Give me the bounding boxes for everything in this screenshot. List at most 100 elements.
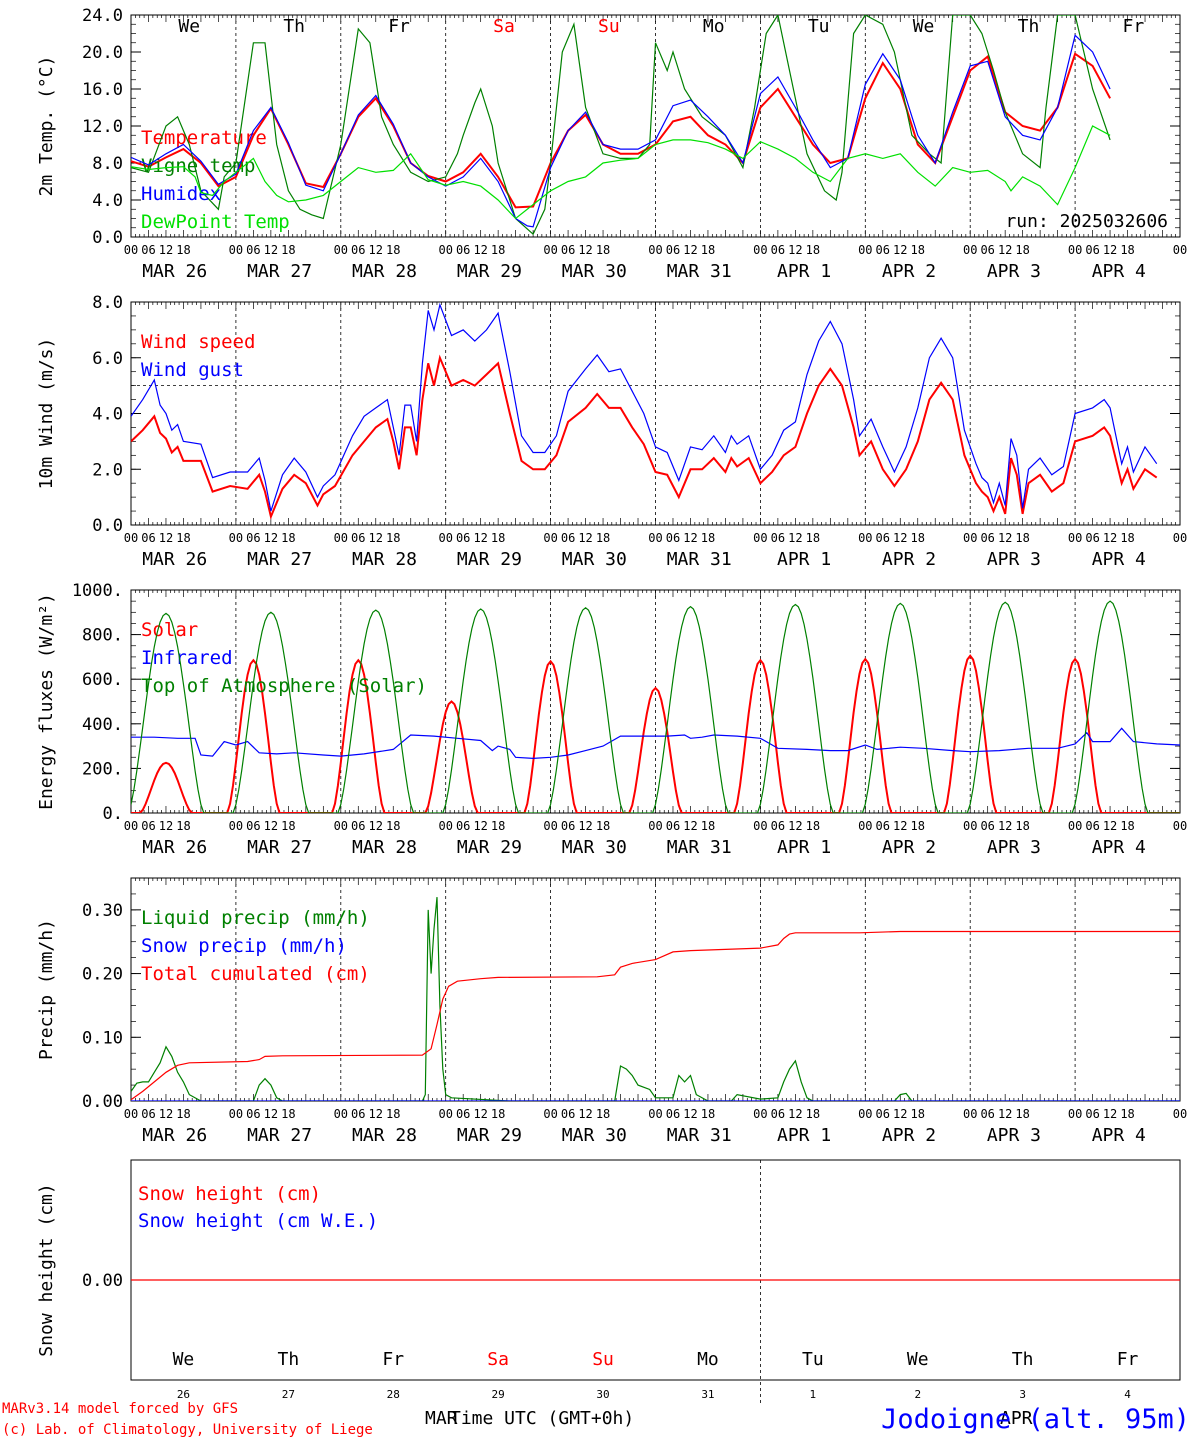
hour-tick-label: 00 xyxy=(543,243,557,257)
footer: MARv3.14 model forced by GFS (c) Lab. of … xyxy=(2,1401,1190,1438)
hour-tick-label: 18 xyxy=(701,243,715,257)
series-line-temperature xyxy=(131,52,1111,209)
date-label: MAR 28 xyxy=(352,261,417,282)
hour-tick-label: 06 xyxy=(666,531,680,545)
hour-tick-label: 12 xyxy=(578,243,592,257)
hour-tick-label: 18 xyxy=(1120,1107,1134,1121)
hour-tick-label: 00 xyxy=(753,531,767,545)
legend-entry: Snow precip (mm/h) xyxy=(141,935,347,957)
hour-tick-label: 12 xyxy=(998,819,1012,833)
date-label: APR 3 xyxy=(987,261,1041,282)
hour-tick-label: 12 xyxy=(578,819,592,833)
hour-tick-label: 18 xyxy=(281,243,295,257)
hour-tick-label: 18 xyxy=(1015,531,1029,545)
day-number-label: 2 xyxy=(914,1388,921,1401)
hour-tick-label: 18 xyxy=(491,243,505,257)
hour-tick-label: 06 xyxy=(876,1107,890,1121)
hour-tick-label: 06 xyxy=(351,819,365,833)
weekday-label: Th xyxy=(283,16,305,37)
hour-tick-label: 06 xyxy=(351,531,365,545)
y-tick-label: 0.20 xyxy=(82,965,123,985)
hour-tick-label: 18 xyxy=(491,819,505,833)
weekday-label: Fr xyxy=(1123,16,1145,37)
hour-tick-label: 12 xyxy=(264,1107,278,1121)
hour-tick-label: 00 xyxy=(1173,243,1187,257)
legend-entry: Snow height (cm W.E.) xyxy=(138,1210,378,1232)
date-label: APR 3 xyxy=(987,549,1041,570)
hour-tick-label: 18 xyxy=(1015,243,1029,257)
hour-tick-label: 06 xyxy=(1085,243,1099,257)
hour-tick-label: 06 xyxy=(666,243,680,257)
hour-tick-label: 00 xyxy=(124,819,138,833)
weekday-label: Su xyxy=(598,16,620,37)
day-number-label: 28 xyxy=(387,1388,400,1401)
hour-tick-label: 06 xyxy=(666,1107,680,1121)
hour-tick-label: 12 xyxy=(998,243,1012,257)
weekday-label: Su xyxy=(592,1349,614,1370)
hour-tick-label: 12 xyxy=(1103,1107,1117,1121)
series-line-wind-speed xyxy=(131,354,1158,520)
date-label: MAR 30 xyxy=(562,837,627,858)
series-line-humidex xyxy=(131,34,1111,228)
hour-tick-label: 12 xyxy=(788,531,802,545)
day-number-label: 4 xyxy=(1124,1388,1131,1401)
hour-tick-label: 18 xyxy=(596,1107,610,1121)
hour-tick-label: 06 xyxy=(561,1107,575,1121)
date-label: APR 4 xyxy=(1092,261,1146,282)
weekday-label: We xyxy=(907,1349,929,1370)
hour-tick-label: 12 xyxy=(998,531,1012,545)
hour-tick-label: 12 xyxy=(1103,819,1117,833)
series-line-liquid-precip-mm-h xyxy=(131,897,1180,1101)
y-tick-label: 400. xyxy=(82,715,123,735)
date-label: MAR 30 xyxy=(562,261,627,282)
hour-tick-label: 12 xyxy=(473,531,487,545)
hour-tick-label: 06 xyxy=(1085,1107,1099,1121)
hour-tick-label: 18 xyxy=(1120,819,1134,833)
legend-entry: Wind speed xyxy=(141,331,255,353)
date-label: MAR 29 xyxy=(457,549,522,570)
hour-tick-label: 12 xyxy=(159,1107,173,1121)
y-tick-label: 20.0 xyxy=(82,43,123,63)
date-label: MAR 31 xyxy=(667,549,732,570)
series-line-total-cumulated-cm xyxy=(131,930,1180,1101)
hour-tick-label: 18 xyxy=(596,819,610,833)
date-label: APR 2 xyxy=(882,549,936,570)
day-number-label: 27 xyxy=(282,1388,295,1401)
plot-frame xyxy=(130,301,1181,526)
hour-tick-label: 06 xyxy=(246,531,260,545)
hour-tick-label: 12 xyxy=(788,819,802,833)
hour-tick-label: 18 xyxy=(596,531,610,545)
hour-tick-label: 12 xyxy=(683,819,697,833)
y-tick-label: 0.10 xyxy=(82,1028,123,1048)
y-tick-label: 200. xyxy=(82,759,123,779)
y-axis-label: 10m Wind (m/s) xyxy=(36,338,57,490)
hour-tick-label: 18 xyxy=(1015,819,1029,833)
date-label: MAR 30 xyxy=(562,549,627,570)
weekday-label: We xyxy=(173,1349,195,1370)
credit-line-1: MARv3.14 model forced by GFS xyxy=(2,1401,238,1417)
date-label: MAR 26 xyxy=(142,549,207,570)
date-label: MAR 28 xyxy=(352,1125,417,1146)
date-label: MAR 27 xyxy=(247,549,312,570)
plot-frame xyxy=(130,589,1181,814)
legend-entry: Temperature xyxy=(141,127,267,149)
date-label: MAR 26 xyxy=(142,261,207,282)
legend-entry: Wind gust xyxy=(141,359,244,381)
hour-tick-label: 12 xyxy=(683,531,697,545)
hour-tick-label: 00 xyxy=(1068,1107,1082,1121)
legend-entry: Humidex xyxy=(141,183,221,205)
hour-tick-label: 18 xyxy=(176,1107,190,1121)
day-number-label: 30 xyxy=(596,1388,609,1401)
hour-tick-label: 00 xyxy=(1068,243,1082,257)
hour-tick-label: 18 xyxy=(491,531,505,545)
weekday-label: We xyxy=(178,16,200,37)
date-label: MAR 28 xyxy=(352,549,417,570)
hour-tick-label: 00 xyxy=(1173,819,1187,833)
hour-tick-label: 00 xyxy=(858,1107,872,1121)
day-number-label: 29 xyxy=(492,1388,505,1401)
hour-tick-label: 00 xyxy=(963,243,977,257)
hour-tick-label: 06 xyxy=(456,819,470,833)
hour-tick-label: 06 xyxy=(141,819,155,833)
hour-tick-label: 00 xyxy=(858,531,872,545)
y-tick-label: 800. xyxy=(82,626,123,646)
